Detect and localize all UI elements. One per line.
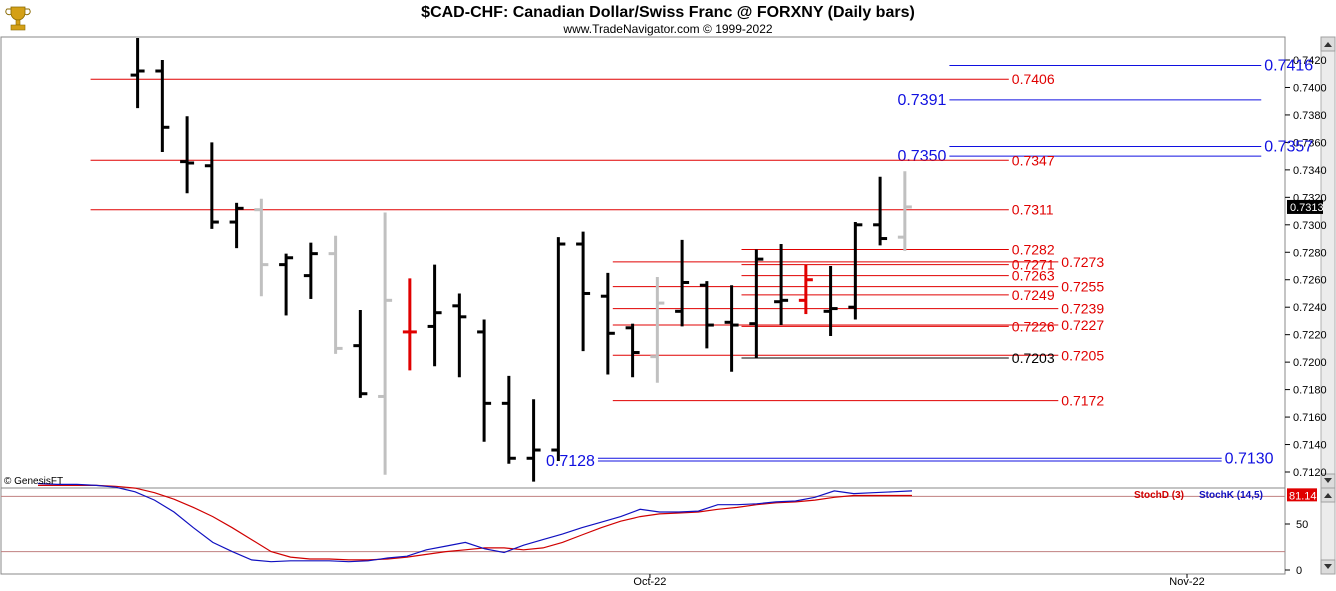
price-scrollbar[interactable]	[1320, 36, 1336, 489]
stoch-tick-label: 50	[1296, 519, 1308, 531]
ohlc-bar	[576, 231, 591, 352]
ohlc-bar	[749, 249, 764, 359]
level-label: 0.7203	[1012, 350, 1055, 366]
price-tick-label: 0.7260	[1293, 275, 1327, 287]
scroll-up-icon[interactable]	[1324, 493, 1332, 498]
ohlc-bar	[774, 244, 789, 326]
price-tick-label: 0.7240	[1293, 302, 1327, 314]
level-label: 0.7282	[1012, 242, 1055, 258]
level-label: 0.7205	[1061, 347, 1104, 363]
ohlc-bar	[675, 239, 690, 327]
ohlc-bar	[427, 264, 442, 367]
level-label: 0.7130	[1225, 450, 1274, 467]
level-label: 0.7311	[1012, 202, 1054, 218]
ohlc-bar	[155, 60, 170, 153]
level-label: 0.7416	[1264, 57, 1313, 74]
scroll-up-icon[interactable]	[1324, 42, 1332, 47]
ohlc-bar	[328, 235, 343, 354]
price-tick-label: 0.7380	[1293, 110, 1327, 122]
ohlc-bar	[551, 237, 566, 462]
price-tick-label: 0.7160	[1293, 412, 1327, 424]
ohlc-bar	[204, 142, 219, 229]
legend-stochd: StochD (3)	[1134, 490, 1184, 501]
level-label: 0.7255	[1061, 279, 1104, 295]
price-panel	[0, 36, 1286, 489]
stochd-line	[38, 484, 912, 561]
level-label: 0.7271	[1012, 257, 1055, 273]
last-price-tag: 0.7313	[1287, 199, 1324, 214]
date-label: Oct-22	[633, 576, 666, 588]
ohlc-bar	[180, 116, 195, 194]
level-label: 0.7239	[1061, 301, 1104, 317]
ohlc-bar	[477, 319, 492, 442]
level-label: 0.7357	[1264, 139, 1313, 156]
scroll-down-icon[interactable]	[1324, 564, 1332, 569]
ohlc-bar	[699, 281, 714, 349]
logo-icon	[5, 6, 31, 31]
ohlc-bar	[229, 202, 244, 249]
ohlc-bar	[724, 285, 739, 372]
chart-subtitle: www.TradeNavigator.com © 1999-2022	[562, 22, 772, 36]
price-tick-label: 0.7200	[1293, 357, 1327, 369]
ohlc-bar	[279, 253, 294, 316]
ohlc-bar	[452, 293, 467, 378]
price-tick-label: 0.7400	[1293, 82, 1327, 94]
price-tick-label: 0.7360	[1293, 137, 1327, 149]
level-label: 0.7406	[1012, 71, 1055, 87]
ohlc-bar	[254, 198, 269, 297]
ohlc-bar	[897, 171, 912, 251]
stochk-line	[37, 482, 913, 563]
level-label: 0.7273	[1061, 254, 1104, 270]
price-tick-label: 0.7420	[1293, 55, 1327, 67]
stochastic-value-tag: 81.14	[1287, 488, 1317, 502]
chart-title: $CAD-CHF: Canadian Dollar/Swiss Franc @ …	[421, 4, 915, 21]
price-tick-label: 0.7220	[1293, 330, 1327, 342]
svg-text:81.14: 81.14	[1289, 490, 1317, 502]
level-label: 0.7350	[897, 148, 946, 165]
svg-text:0.7313: 0.7313	[1290, 202, 1324, 214]
level-label: 0.7227	[1061, 317, 1104, 333]
ohlc-bar	[303, 242, 318, 299]
level-label: 0.7172	[1061, 393, 1104, 409]
level-label: 0.7391	[897, 92, 946, 109]
price-tick-label: 0.7280	[1293, 247, 1327, 259]
scroll-down-icon[interactable]	[1324, 478, 1332, 483]
level-label: 0.7226	[1012, 318, 1055, 334]
ohlc-bar	[600, 272, 615, 375]
price-tick-label: 0.7140	[1293, 440, 1327, 452]
ohlc-bar	[873, 176, 888, 246]
date-label: Nov-22	[1169, 576, 1204, 588]
ohlc-bar	[353, 309, 368, 398]
stochastic-panel	[0, 487, 1286, 575]
legend-stochk: StochK (14,5)	[1199, 490, 1263, 501]
level-label: 0.7249	[1012, 287, 1055, 303]
level-label: 0.7263	[1012, 268, 1055, 284]
copyright: © GenesisFT	[4, 476, 63, 487]
price-tick-label: 0.7340	[1293, 165, 1327, 177]
ohlc-bar	[823, 266, 838, 337]
stoch-tick-label: 0	[1296, 565, 1302, 577]
price-tick-label: 0.7120	[1293, 467, 1327, 479]
ohlc-bar	[798, 264, 813, 315]
price-tick-label: 0.7180	[1293, 385, 1327, 397]
price-tick-label: 0.7300	[1293, 220, 1327, 232]
ohlc-bar	[625, 323, 640, 378]
level-label: 0.7347	[1012, 152, 1055, 168]
ohlc-bar	[130, 38, 145, 109]
ohlc-bar	[402, 278, 417, 371]
ohlc-bar	[526, 399, 541, 482]
ohlc-bar	[650, 276, 665, 383]
level-label: 0.7128	[546, 453, 595, 470]
ohlc-bar	[848, 222, 863, 320]
ohlc-bar	[378, 212, 393, 475]
stochastic-scrollbar[interactable]	[1320, 487, 1336, 575]
ohlc-bar	[501, 375, 516, 464]
